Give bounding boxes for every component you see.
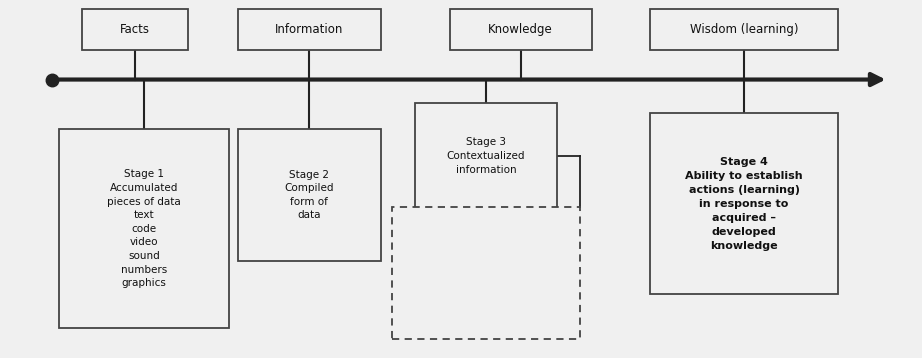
FancyBboxPatch shape [238, 9, 381, 50]
FancyBboxPatch shape [650, 113, 838, 294]
FancyBboxPatch shape [650, 9, 838, 50]
Text: Stage 1
Accumulated
pieces of data
text
code
video
sound
numbers
graphics: Stage 1 Accumulated pieces of data text … [107, 169, 181, 288]
Text: Information: Information [275, 23, 344, 36]
FancyBboxPatch shape [238, 129, 381, 261]
FancyBboxPatch shape [392, 207, 580, 339]
Text: Stage 3
Contextualized
information: Stage 3 Contextualized information [446, 137, 525, 174]
Text: Wisdom (learning): Wisdom (learning) [690, 23, 798, 36]
FancyBboxPatch shape [59, 129, 229, 328]
FancyBboxPatch shape [450, 9, 592, 50]
FancyBboxPatch shape [82, 9, 187, 50]
Text: Bloom's Taxonomy
knowledge
comprehension
application
analysis
synthesis
evaluati: Bloom's Taxonomy knowledge comprehension… [403, 216, 504, 310]
Text: Knowledge: Knowledge [489, 23, 553, 36]
FancyBboxPatch shape [415, 103, 557, 209]
Text: Facts: Facts [120, 23, 149, 36]
Text: Stage 2
Compiled
form of
data: Stage 2 Compiled form of data [285, 170, 334, 221]
Text: Stage 4
Ability to establish
actions (learning)
in response to
acquired –
develo: Stage 4 Ability to establish actions (le… [685, 157, 803, 251]
